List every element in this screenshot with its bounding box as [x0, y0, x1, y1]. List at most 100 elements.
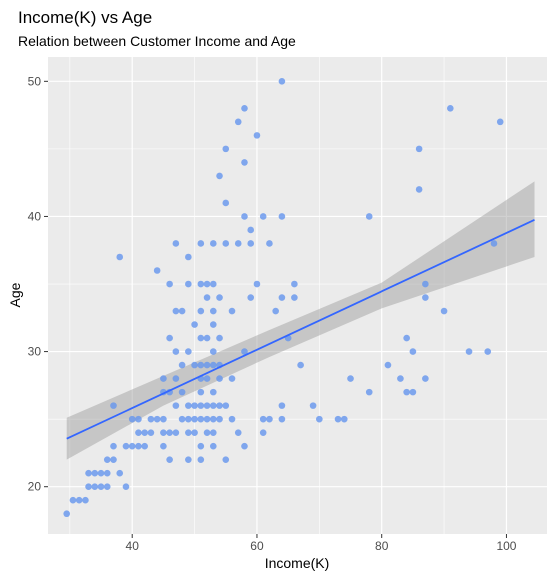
data-point [209, 415, 217, 423]
major-gridlines [48, 57, 547, 534]
data-point [209, 429, 217, 436]
data-point [172, 240, 180, 247]
data-point [153, 415, 161, 423]
data-point [447, 105, 454, 112]
y-tick-label: 50 [28, 74, 42, 88]
data-point [197, 442, 205, 450]
data-point [484, 348, 492, 355]
x-tick-label: 60 [250, 539, 264, 553]
data-point [496, 118, 504, 126]
data-point [97, 469, 105, 477]
data-point [422, 375, 429, 382]
data-point [241, 442, 248, 450]
data-point [216, 334, 223, 342]
data-point [197, 402, 205, 409]
data-point [172, 348, 180, 355]
data-point [365, 213, 373, 220]
data-point [110, 456, 117, 463]
data-point [103, 483, 111, 491]
data-point [203, 361, 211, 369]
data-point [166, 334, 173, 342]
data-point [234, 118, 242, 126]
data-point [309, 402, 317, 409]
data-point [247, 294, 255, 301]
data-point [185, 253, 192, 261]
data-point [91, 469, 99, 477]
data-point [160, 375, 167, 382]
data-point [178, 307, 186, 315]
data-point [465, 348, 473, 355]
data-point [278, 294, 286, 301]
data-point [128, 415, 136, 423]
y-axis-ticks: 20 30 40 50 [28, 74, 48, 494]
data-point [216, 375, 223, 382]
data-point [191, 402, 198, 409]
data-point [422, 280, 429, 288]
data-point [234, 429, 242, 436]
data-point [222, 199, 230, 207]
data-point [340, 415, 348, 423]
data-point [172, 429, 180, 436]
x-tick-label: 80 [375, 539, 389, 553]
data-point [278, 402, 286, 409]
data-point [403, 334, 410, 342]
data-point [241, 213, 248, 220]
data-point [122, 483, 130, 491]
data-point [409, 388, 417, 396]
data-point [166, 429, 173, 436]
data-point [185, 429, 192, 436]
data-point [141, 442, 148, 450]
data-point [216, 415, 223, 423]
data-point [222, 456, 230, 463]
data-point [116, 253, 124, 261]
data-point [209, 240, 217, 247]
data-point [203, 375, 211, 382]
data-point [272, 307, 279, 315]
data-point [147, 415, 155, 423]
data-point [228, 307, 236, 315]
y-tick-label: 30 [28, 345, 42, 359]
data-point [234, 240, 242, 247]
data-point [278, 213, 286, 220]
data-point [197, 307, 205, 315]
data-point [209, 388, 217, 396]
data-point [160, 442, 167, 450]
data-point [191, 361, 198, 369]
data-point [384, 361, 392, 369]
data-point [191, 321, 198, 328]
data-point [141, 429, 148, 436]
data-point [209, 307, 217, 315]
data-point [259, 415, 267, 423]
data-point [185, 456, 192, 463]
data-point [266, 415, 273, 423]
x-axis-ticks: 40 60 80 100 [126, 534, 517, 553]
y-tick-label: 20 [28, 480, 42, 494]
data-point [191, 429, 198, 436]
data-point [178, 388, 186, 396]
data-point [253, 280, 261, 288]
data-point [266, 240, 273, 247]
data-point [82, 496, 89, 504]
data-point [216, 172, 223, 180]
data-point [259, 213, 267, 220]
regression-line [66, 219, 535, 440]
data-point [278, 415, 286, 423]
data-point [203, 280, 211, 288]
scatter-points [63, 78, 504, 518]
chart-subtitle: Relation between Customer Income and Age [18, 33, 296, 49]
data-point [197, 334, 205, 342]
data-point [259, 429, 267, 436]
data-point [97, 483, 105, 491]
data-point [316, 415, 323, 423]
data-point [197, 280, 205, 288]
data-point [166, 280, 173, 288]
data-point [135, 429, 142, 436]
data-point [241, 159, 248, 166]
data-point [291, 294, 298, 301]
data-point [203, 402, 211, 409]
data-point [197, 361, 205, 369]
data-point [365, 388, 373, 396]
data-point [422, 294, 429, 301]
data-point [203, 429, 211, 436]
